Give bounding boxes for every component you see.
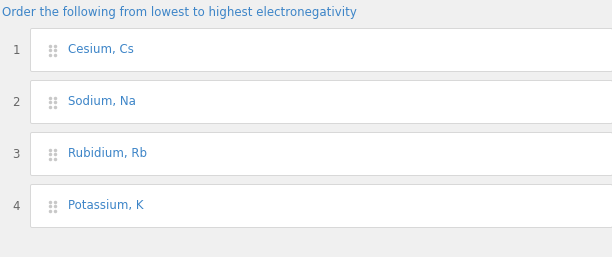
Text: Order the following from lowest to highest electronegativity: Order the following from lowest to highe…: [2, 6, 357, 19]
Text: 4: 4: [12, 199, 20, 213]
Text: Rubidium, Rb: Rubidium, Rb: [68, 148, 147, 161]
Text: 1: 1: [12, 43, 20, 57]
Text: Potassium, K: Potassium, K: [68, 199, 143, 213]
Text: 2: 2: [12, 96, 20, 108]
Text: 3: 3: [12, 148, 20, 161]
Text: Sodium, Na: Sodium, Na: [68, 96, 136, 108]
FancyBboxPatch shape: [31, 29, 612, 71]
Text: Cesium, Cs: Cesium, Cs: [68, 43, 134, 57]
FancyBboxPatch shape: [31, 133, 612, 176]
FancyBboxPatch shape: [31, 80, 612, 124]
FancyBboxPatch shape: [31, 185, 612, 227]
